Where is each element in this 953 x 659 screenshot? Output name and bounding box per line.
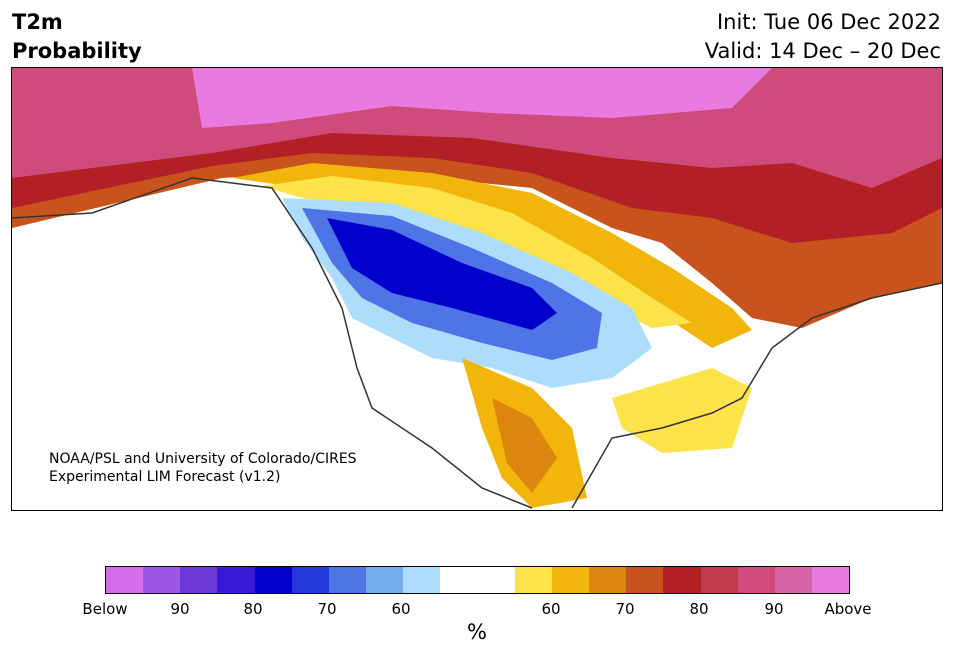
- colorbar-label: 90: [170, 600, 190, 618]
- probability-colorbar: [105, 566, 850, 594]
- colorbar-swatch: [440, 567, 478, 593]
- coastline: [12, 177, 942, 509]
- colorbar-swatch: [626, 567, 664, 593]
- valid-range: Valid: 14 Dec – 20 Dec: [704, 39, 941, 63]
- probability-map-svg: [12, 68, 942, 509]
- colorbar-label: 60: [391, 600, 411, 618]
- colorbar-swatch: [254, 567, 292, 593]
- yellow-band: [232, 163, 752, 348]
- colorbar-swatch: [551, 567, 590, 593]
- colorbar-swatch: [514, 567, 552, 593]
- colorbar-label: 70: [615, 600, 635, 618]
- colorbar-label: 60: [541, 600, 561, 618]
- colorbar-label: 80: [243, 600, 263, 618]
- colorbar-swatch: [700, 567, 738, 593]
- map-credit: NOAA/PSL and University of Colorado/CIRE…: [49, 450, 357, 486]
- colorbar-label: 90: [764, 600, 784, 618]
- credit-line-2: Experimental LIM Forecast (v1.2): [49, 469, 281, 485]
- south-warm-core: [492, 398, 557, 493]
- colorbar-swatch: [143, 567, 181, 593]
- cold-core: [327, 218, 557, 330]
- colorbar-swatch: [737, 567, 775, 593]
- title-line-2: Probability: [12, 39, 142, 63]
- colorbar-swatch: [403, 567, 441, 593]
- colorbar-swatch: [217, 567, 255, 593]
- forecast-map: NOAA/PSL and University of Colorado/CIRE…: [11, 67, 943, 511]
- southeast-yellow: [612, 368, 752, 453]
- colorbar-swatch: [291, 567, 329, 593]
- colorbar-swatch: [811, 567, 850, 593]
- colorbar-swatch: [106, 567, 144, 593]
- warm-region-magenta: [192, 68, 772, 128]
- colorbar-swatch: [774, 567, 812, 593]
- colorbar-label: Above: [824, 600, 872, 618]
- init-date: Init: Tue 06 Dec 2022: [716, 10, 941, 34]
- forecast-dates: Init: Tue 06 Dec 2022 Valid: 14 Dec – 20…: [705, 8, 941, 66]
- colorbar-swatch: [366, 567, 404, 593]
- colorbar-swatch: [180, 567, 218, 593]
- colorbar-label: 70: [317, 600, 337, 618]
- title-line-1: T2m: [12, 10, 63, 34]
- colorbar-swatch: [589, 567, 627, 593]
- colorbar-label: 80: [689, 600, 709, 618]
- colorbar-swatch: [663, 567, 701, 593]
- map-title: T2m Probability: [12, 8, 142, 66]
- colorbar-unit: %: [467, 620, 487, 644]
- colorbar-label: Below: [82, 600, 128, 618]
- colorbar-swatch: [328, 567, 367, 593]
- credit-line-1: NOAA/PSL and University of Colorado/CIRE…: [49, 451, 357, 467]
- colorbar-swatch: [477, 567, 515, 593]
